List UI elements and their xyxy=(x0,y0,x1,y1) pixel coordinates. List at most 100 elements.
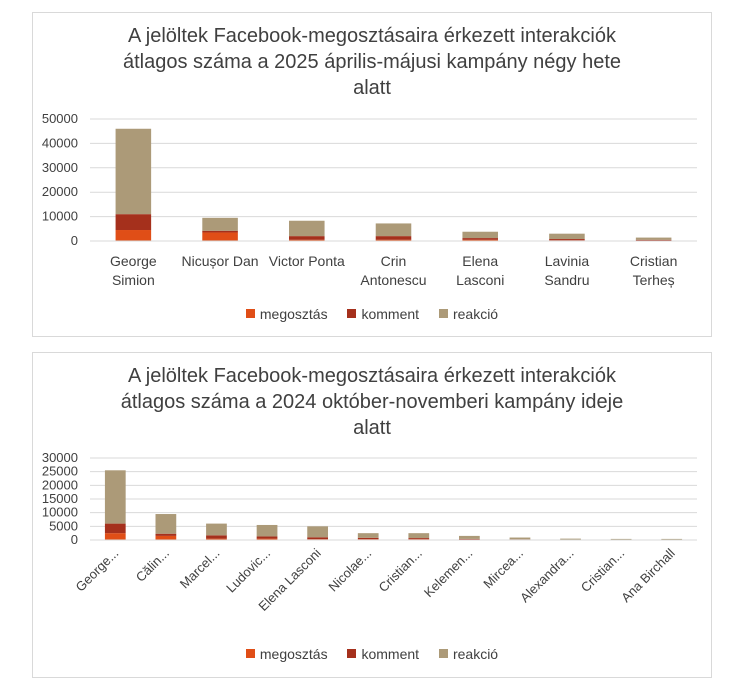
legend-label: megosztás xyxy=(259,305,328,322)
bar-segment-megosztás xyxy=(375,239,412,241)
bar-segment-reakció xyxy=(289,220,325,237)
legend-label: reakció xyxy=(452,305,499,322)
bar-segment-megosztás xyxy=(104,533,126,540)
y-tick-label: 0 xyxy=(71,233,78,248)
bar-segment-komment xyxy=(549,239,585,241)
x-tick-label: Mircea... xyxy=(480,546,526,592)
bar-segment-reakció xyxy=(509,537,531,540)
bar-segment-reakció xyxy=(307,526,328,538)
bar-segment-reakció xyxy=(549,233,585,240)
bar-segment-komment xyxy=(289,236,325,240)
chart-title-line: átlagos száma a 2024 október-novemberi k… xyxy=(120,391,624,413)
bar-segment-komment xyxy=(202,230,238,233)
y-tick-label: 30000 xyxy=(42,450,78,465)
y-tick-label: 25000 xyxy=(42,464,78,479)
chart-plot-2025: 0 10000 20000 30000 40000 50000 George Simion Ni… xyxy=(42,111,697,288)
legend-item-reakcio: reakció xyxy=(438,305,499,322)
x-tick-label: Cristian xyxy=(630,253,677,269)
bar-segment-komment xyxy=(357,537,379,540)
bar-segment-reakció xyxy=(635,237,672,240)
bar-segment-komment xyxy=(155,533,177,536)
x-tick-label: Călin... xyxy=(133,546,172,585)
x-tick-label: Victor Ponta xyxy=(269,253,345,269)
chart-title-line: átlagos száma a 2025 április-májusi kamp… xyxy=(122,51,622,73)
bar-segment-komment xyxy=(459,538,480,540)
legend-item-megosztas: megosztás xyxy=(245,645,328,662)
legend-swatch xyxy=(438,309,448,318)
bar-segment-reakció xyxy=(155,514,177,534)
bar-segment-komment xyxy=(307,537,328,540)
legend-item-reakcio: reakció xyxy=(438,645,499,662)
chart-legend: megosztás komment reakció xyxy=(33,645,711,662)
bar-segment-megosztás xyxy=(115,230,152,241)
x-tick-label: Ana Birchall xyxy=(618,545,678,605)
bar-segment-megosztás xyxy=(155,535,177,540)
bar-segment-komment xyxy=(635,239,672,241)
y-tick-label: 15000 xyxy=(42,491,78,506)
bar-segment-megosztás xyxy=(289,239,325,241)
y-tick-label: 0 xyxy=(71,532,78,547)
bar-segment-reakció xyxy=(104,470,126,524)
legend-swatch xyxy=(438,649,448,658)
x-tick-label: Antonescu xyxy=(360,272,426,288)
bar-segment-reakció xyxy=(206,523,227,536)
x-tick-label: Cristian... xyxy=(578,546,627,595)
x-tick-label: Lavinia xyxy=(545,253,590,269)
legend-swatch xyxy=(347,649,357,658)
bar-segment-reakció xyxy=(115,128,152,215)
bar-segment-reakció xyxy=(375,223,412,237)
legend-item-komment: komment xyxy=(347,646,419,662)
x-tick-label: Sandru xyxy=(544,272,589,288)
bar-segment-megosztás xyxy=(206,538,227,540)
x-tick-label: Elena xyxy=(462,253,498,269)
x-tick-label: Simion xyxy=(112,272,155,288)
y-tick-label: 20000 xyxy=(42,477,78,492)
x-tick-label: Lasconi xyxy=(456,272,504,288)
x-tick-label: Kelemen... xyxy=(421,546,476,601)
bar-segment-megosztás xyxy=(202,232,238,241)
legend-swatch xyxy=(245,649,255,658)
chart-title-2025: A jelöltek Facebook-megosztásaira érkeze… xyxy=(33,23,711,101)
legend-swatch xyxy=(347,309,357,318)
y-tick-label: 50000 xyxy=(42,111,78,126)
chart-title-line: A jelöltek Facebook-megosztásaira érkeze… xyxy=(127,365,616,387)
bar-segment-komment xyxy=(375,236,412,240)
y-tick-label: 20000 xyxy=(42,184,78,199)
y-tick-label: 5000 xyxy=(49,518,78,533)
bar-segment-reakció xyxy=(408,533,430,539)
x-tick-label: Marcel... xyxy=(177,546,223,592)
bar-segment-komment xyxy=(206,535,227,539)
x-tick-label: Cristian... xyxy=(375,546,424,595)
y-tick-label: 30000 xyxy=(42,160,78,175)
chart-title-line: alatt xyxy=(353,417,391,439)
legend-label: reakció xyxy=(452,645,499,662)
chart-title-line: A jelöltek Facebook-megosztásaira érkeze… xyxy=(127,25,616,47)
legend-item-komment: komment xyxy=(347,306,419,322)
bar-segment-reakció xyxy=(610,538,632,540)
chart-legend: megosztás komment reakció xyxy=(33,305,711,322)
bar-segment-megosztás xyxy=(462,239,498,241)
chart-title-line: alatt xyxy=(353,77,391,99)
legend-item-megosztas: megosztás xyxy=(245,305,328,322)
bar-segment-reakció xyxy=(256,524,278,537)
chart-panel-2025: 0 10000 20000 30000 40000 50000 George Simion Ni… xyxy=(32,12,712,337)
chart-title-2024: A jelöltek Facebook-megosztásaira érkeze… xyxy=(33,363,711,441)
bar-segment-reakció xyxy=(357,533,379,538)
x-tick-label: Nicolae... xyxy=(325,546,374,595)
y-tick-label: 40000 xyxy=(42,135,78,150)
x-tick-label: Ludovic... xyxy=(223,546,273,596)
x-tick-label: Nicușor Dan xyxy=(182,253,259,269)
bar-segment-komment xyxy=(104,523,126,534)
bar-segment-reakció xyxy=(202,217,238,231)
x-tick-label: Terheș xyxy=(633,272,675,288)
legend-swatch xyxy=(245,309,255,318)
legend-label: komment xyxy=(361,305,420,322)
chart-panel-2024: 0 5000 10000 15000 20000 25000 30000 George... C… xyxy=(32,352,712,678)
legend-label: megosztás xyxy=(259,645,328,662)
bar-segment-komment xyxy=(115,214,152,231)
bar-segment-reakció xyxy=(462,231,498,239)
bar-segment-komment xyxy=(256,536,278,539)
bar-segment-komment xyxy=(408,538,430,540)
x-tick-label: Crin xyxy=(381,253,407,269)
